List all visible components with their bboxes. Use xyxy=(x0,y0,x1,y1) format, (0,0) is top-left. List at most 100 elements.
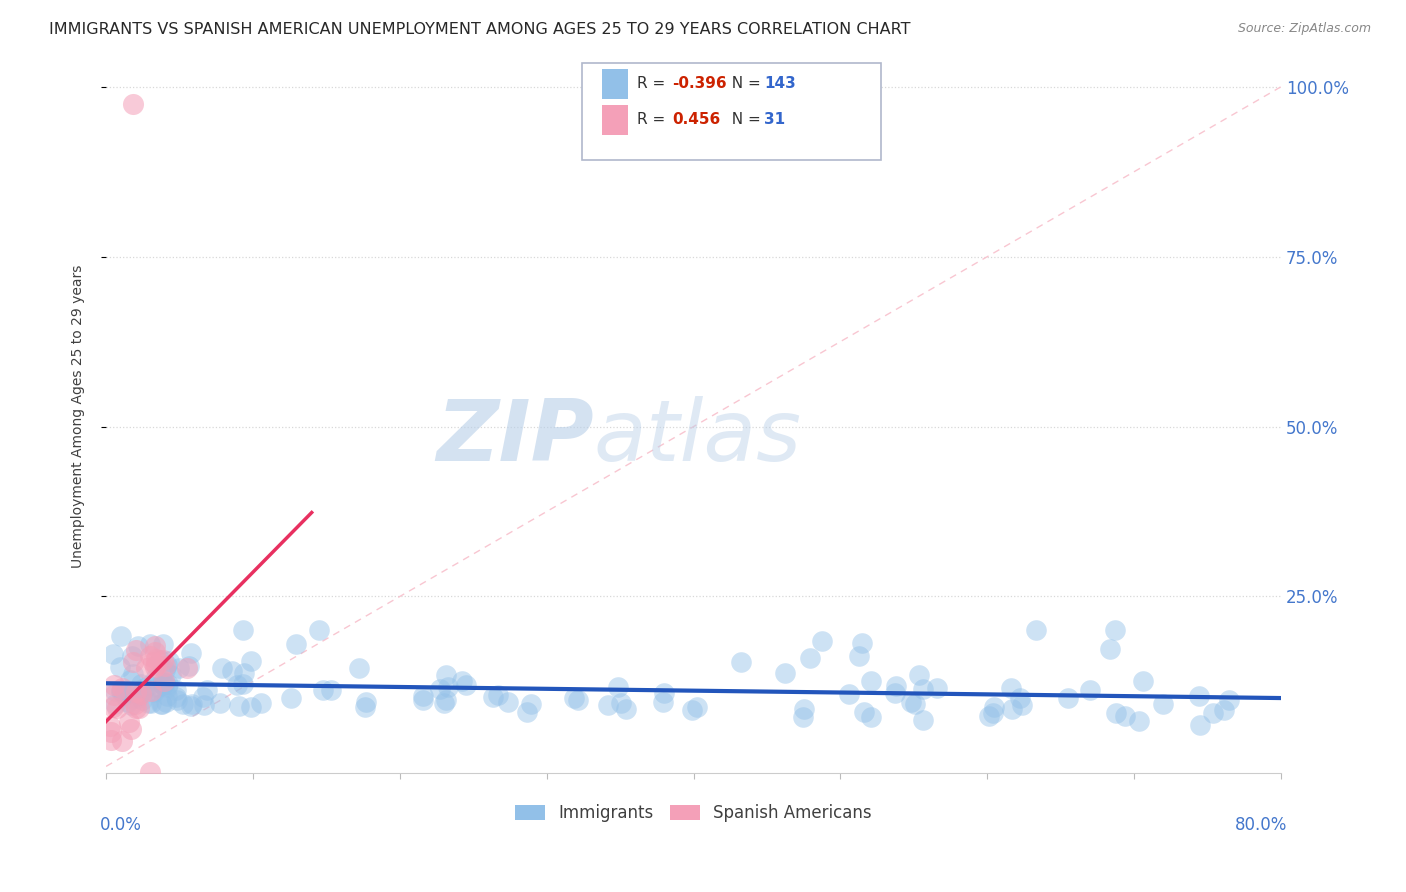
Point xyxy=(610,697,633,711)
Point xyxy=(884,679,907,693)
Point xyxy=(155,663,177,677)
Point xyxy=(280,691,302,706)
Point xyxy=(142,680,165,694)
Point xyxy=(139,764,162,779)
Point xyxy=(111,684,134,698)
Point xyxy=(651,695,673,709)
Point xyxy=(156,657,179,672)
Point xyxy=(848,648,870,663)
Bar xyxy=(602,69,627,99)
Point xyxy=(209,696,232,710)
Point xyxy=(152,675,174,690)
FancyBboxPatch shape xyxy=(582,63,882,160)
Point xyxy=(152,673,174,688)
Point xyxy=(353,700,375,714)
Point xyxy=(1011,698,1033,712)
Point xyxy=(110,684,132,698)
Point xyxy=(155,659,177,673)
Point xyxy=(516,705,538,719)
Text: atlas: atlas xyxy=(593,396,801,479)
Point xyxy=(285,637,308,651)
Point xyxy=(983,700,1005,714)
Point xyxy=(118,685,141,699)
Point xyxy=(121,655,143,669)
Point xyxy=(412,689,434,703)
Point xyxy=(125,643,148,657)
Point xyxy=(437,680,460,694)
Point xyxy=(152,637,174,651)
Point xyxy=(112,688,135,702)
Point xyxy=(101,647,124,661)
Text: 0.456: 0.456 xyxy=(672,112,721,127)
Point xyxy=(108,660,131,674)
Point xyxy=(104,697,127,711)
Point xyxy=(1025,624,1047,638)
Point xyxy=(1010,690,1032,705)
Point xyxy=(124,701,146,715)
Point xyxy=(132,681,155,696)
Point xyxy=(193,698,215,713)
Point xyxy=(1099,642,1122,657)
Point xyxy=(180,699,202,714)
Point xyxy=(912,714,935,728)
Text: IMMIGRANTS VS SPANISH AMERICAN UNEMPLOYMENT AMONG AGES 25 TO 29 YEARS CORRELATIO: IMMIGRANTS VS SPANISH AMERICAN UNEMPLOYM… xyxy=(49,22,911,37)
Point xyxy=(232,624,254,638)
Point xyxy=(120,673,142,687)
Point xyxy=(775,666,797,681)
Point xyxy=(111,734,134,748)
Point xyxy=(157,654,180,668)
Point xyxy=(145,657,167,672)
Point xyxy=(799,650,821,665)
Point xyxy=(129,677,152,691)
Point xyxy=(145,651,167,665)
Point xyxy=(180,697,202,711)
Point xyxy=(155,675,177,690)
Point xyxy=(120,723,142,737)
Point xyxy=(454,678,477,692)
Point xyxy=(139,637,162,651)
Point xyxy=(652,686,675,700)
Text: -0.396: -0.396 xyxy=(672,77,727,91)
Point xyxy=(177,658,200,673)
Point xyxy=(852,706,875,720)
Point xyxy=(98,719,121,733)
Point xyxy=(117,695,139,709)
Point xyxy=(308,624,330,638)
Point xyxy=(1202,706,1225,720)
Point xyxy=(120,698,142,712)
Point xyxy=(354,695,377,709)
Point xyxy=(121,648,143,663)
Point xyxy=(145,670,167,684)
Point xyxy=(925,681,948,695)
Point xyxy=(103,688,125,702)
Point xyxy=(793,702,815,716)
Point xyxy=(239,654,262,668)
Point xyxy=(562,690,585,705)
Point xyxy=(596,698,619,712)
Point xyxy=(129,687,152,701)
Point xyxy=(110,684,132,698)
Text: Source: ZipAtlas.com: Source: ZipAtlas.com xyxy=(1237,22,1371,36)
Point xyxy=(904,697,927,711)
Point xyxy=(347,661,370,675)
Point xyxy=(851,636,873,650)
Point xyxy=(139,696,162,710)
Point xyxy=(226,678,249,692)
Point xyxy=(1000,681,1022,695)
Point xyxy=(191,690,214,704)
Point xyxy=(125,685,148,699)
Point xyxy=(150,697,173,711)
Point xyxy=(180,646,202,660)
Point xyxy=(197,683,219,698)
Point xyxy=(730,655,752,669)
Point xyxy=(321,683,343,698)
Point xyxy=(101,699,124,714)
Point xyxy=(434,693,457,707)
Point xyxy=(614,702,637,716)
Point xyxy=(1114,709,1136,723)
Point xyxy=(124,698,146,712)
Point xyxy=(1001,702,1024,716)
Point xyxy=(160,667,183,681)
Point xyxy=(104,684,127,698)
Point xyxy=(110,629,132,643)
